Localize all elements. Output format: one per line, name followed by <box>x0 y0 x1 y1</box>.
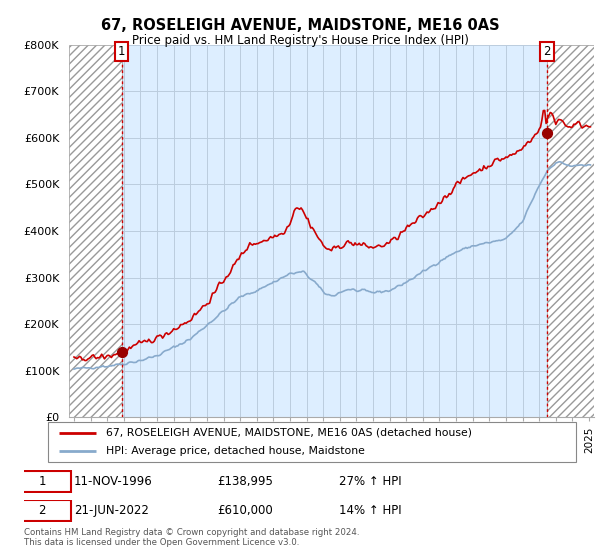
FancyBboxPatch shape <box>13 471 71 492</box>
Text: Price paid vs. HM Land Registry's House Price Index (HPI): Price paid vs. HM Land Registry's House … <box>131 34 469 46</box>
Text: £138,995: £138,995 <box>217 475 273 488</box>
Text: 1: 1 <box>118 45 125 58</box>
Text: 2: 2 <box>543 45 551 58</box>
Text: Contains HM Land Registry data © Crown copyright and database right 2024.
This d: Contains HM Land Registry data © Crown c… <box>24 528 359 547</box>
FancyBboxPatch shape <box>13 500 71 521</box>
Text: 67, ROSELEIGH AVENUE, MAIDSTONE, ME16 0AS: 67, ROSELEIGH AVENUE, MAIDSTONE, ME16 0A… <box>101 18 499 33</box>
Text: HPI: Average price, detached house, Maidstone: HPI: Average price, detached house, Maid… <box>106 446 365 456</box>
Text: 1: 1 <box>38 475 46 488</box>
FancyBboxPatch shape <box>48 422 576 462</box>
Point <box>117 348 127 357</box>
Text: 67, ROSELEIGH AVENUE, MAIDSTONE, ME16 0AS (detached house): 67, ROSELEIGH AVENUE, MAIDSTONE, ME16 0A… <box>106 428 472 438</box>
Bar <box>69 45 122 417</box>
Bar <box>547 45 594 417</box>
Text: 21-JUN-2022: 21-JUN-2022 <box>74 504 149 517</box>
Text: 14% ↑ HPI: 14% ↑ HPI <box>338 504 401 517</box>
Text: 2: 2 <box>38 504 46 517</box>
Text: £610,000: £610,000 <box>217 504 273 517</box>
Text: 11-NOV-1996: 11-NOV-1996 <box>74 475 152 488</box>
Point <box>542 129 552 138</box>
Bar <box>69 45 122 417</box>
Text: 27% ↑ HPI: 27% ↑ HPI <box>338 475 401 488</box>
Bar <box>547 45 594 417</box>
